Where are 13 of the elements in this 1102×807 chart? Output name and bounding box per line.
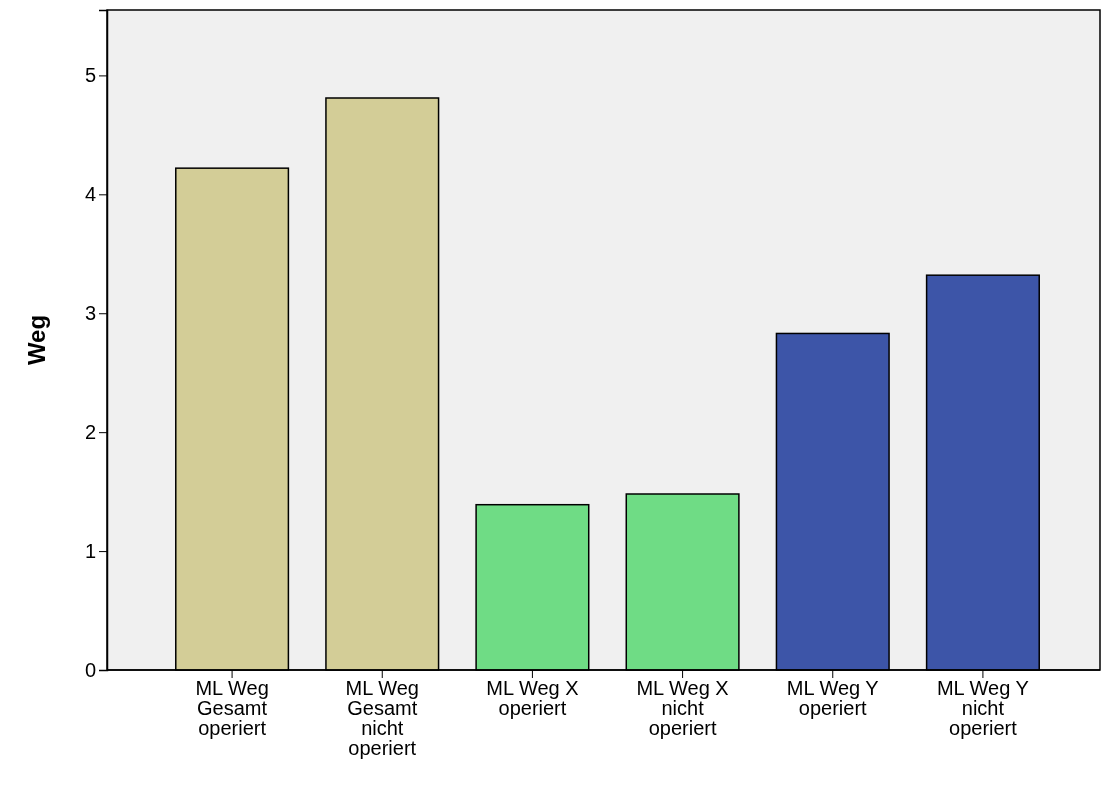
x-tick-label: ML Weg Gesamt operiert	[195, 677, 269, 740]
y-tick-label: 5	[84, 64, 96, 87]
y-tick-label: 4	[84, 183, 96, 206]
x-tick-label: ML Weg Y nicht operiert	[936, 677, 1029, 740]
y-tick-label: 0	[84, 658, 96, 681]
x-tick-label: ML Weg Y operiert	[786, 677, 879, 720]
y-tick-label: 2	[84, 421, 96, 444]
y-tick-label: 3	[84, 302, 96, 325]
y-tick-label: 1	[84, 539, 96, 562]
x-tick-label: ML Weg Gesamt nicht operiert	[345, 677, 419, 760]
y-axis-title: Weg	[23, 314, 50, 366]
x-tick-label: ML Weg X nicht operiert	[636, 677, 729, 740]
x-tick-label: ML Weg X operiert	[486, 677, 579, 720]
